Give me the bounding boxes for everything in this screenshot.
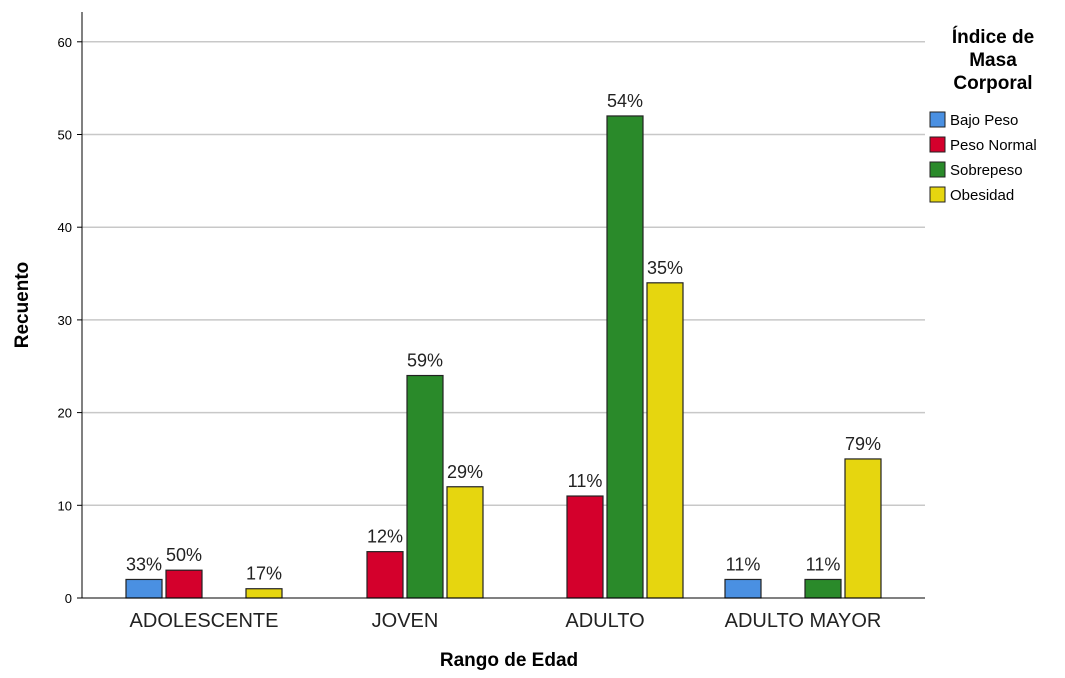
legend-swatch bbox=[929, 161, 946, 178]
bar-peso-normal bbox=[165, 569, 203, 599]
y-tick-label: 20 bbox=[58, 406, 72, 421]
data-label: 59% bbox=[407, 351, 443, 371]
data-labels: 33% 50% 17% 12% 59% 29% 11% 54% 35% 11% 11% 79% bbox=[126, 91, 881, 584]
data-label: 11% bbox=[568, 471, 603, 491]
bar-obesidad bbox=[446, 486, 484, 599]
x-axis-ticks: ADOLESCENTE JOVEN ADULTO ADULTO MAYOR bbox=[130, 610, 882, 632]
bar-sobrepeso bbox=[606, 115, 644, 599]
bar-obesidad bbox=[646, 282, 684, 599]
data-label: 33% bbox=[126, 554, 162, 574]
legend: Índice de Masa Corporal Bajo Peso Peso No… bbox=[929, 26, 1037, 204]
y-axis-title: Recuento bbox=[12, 262, 33, 349]
legend-item-label: Bajo Peso bbox=[950, 112, 1018, 129]
bar-bajo-peso bbox=[724, 578, 762, 599]
data-label: 29% bbox=[447, 462, 483, 482]
y-axis-ticks: 0 10 20 30 40 50 60 bbox=[58, 35, 82, 606]
legend-item-label: Obesidad bbox=[950, 187, 1014, 204]
data-label: 50% bbox=[166, 545, 202, 565]
bar-peso-normal bbox=[566, 495, 604, 599]
legend-title-line-3: Corporal bbox=[953, 73, 1032, 94]
legend-title-line-1: Índice de bbox=[952, 26, 1034, 48]
bar-sobrepeso bbox=[406, 374, 444, 599]
x-tick-label: ADULTO bbox=[565, 610, 644, 632]
gridlines bbox=[82, 41, 925, 507]
legend-swatch bbox=[929, 186, 946, 203]
data-label: 11% bbox=[806, 554, 841, 574]
data-label: 54% bbox=[607, 91, 643, 111]
bar-sobrepeso bbox=[804, 578, 842, 599]
data-label: 17% bbox=[246, 564, 282, 584]
legend-swatch bbox=[929, 111, 946, 128]
bar-obesidad bbox=[245, 588, 283, 599]
y-tick-label: 10 bbox=[58, 498, 72, 513]
y-tick-label: 60 bbox=[58, 35, 72, 50]
y-tick-label: 50 bbox=[58, 128, 72, 143]
legend-title-line-2: Masa bbox=[969, 50, 1017, 71]
x-tick-label: JOVEN bbox=[372, 610, 439, 632]
x-tick-label: ADOLESCENTE bbox=[130, 610, 279, 632]
data-label: 35% bbox=[647, 258, 683, 278]
data-label: 11% bbox=[726, 554, 761, 574]
x-axis-title: Rango de Edad bbox=[440, 650, 578, 671]
bar-peso-normal bbox=[366, 551, 404, 599]
bar-obesidad bbox=[844, 458, 882, 599]
legend-swatch bbox=[929, 136, 946, 153]
data-label: 79% bbox=[845, 434, 881, 454]
data-label: 12% bbox=[367, 527, 403, 547]
y-tick-label: 30 bbox=[58, 313, 72, 328]
bar-bajo-peso bbox=[125, 578, 163, 599]
legend-item-label: Sobrepeso bbox=[950, 162, 1023, 179]
y-tick-label: 40 bbox=[58, 220, 72, 235]
bars bbox=[125, 115, 882, 599]
y-tick-label: 0 bbox=[65, 591, 72, 606]
legend-item-label: Peso Normal bbox=[950, 137, 1037, 154]
x-tick-label: ADULTO MAYOR bbox=[725, 610, 882, 632]
